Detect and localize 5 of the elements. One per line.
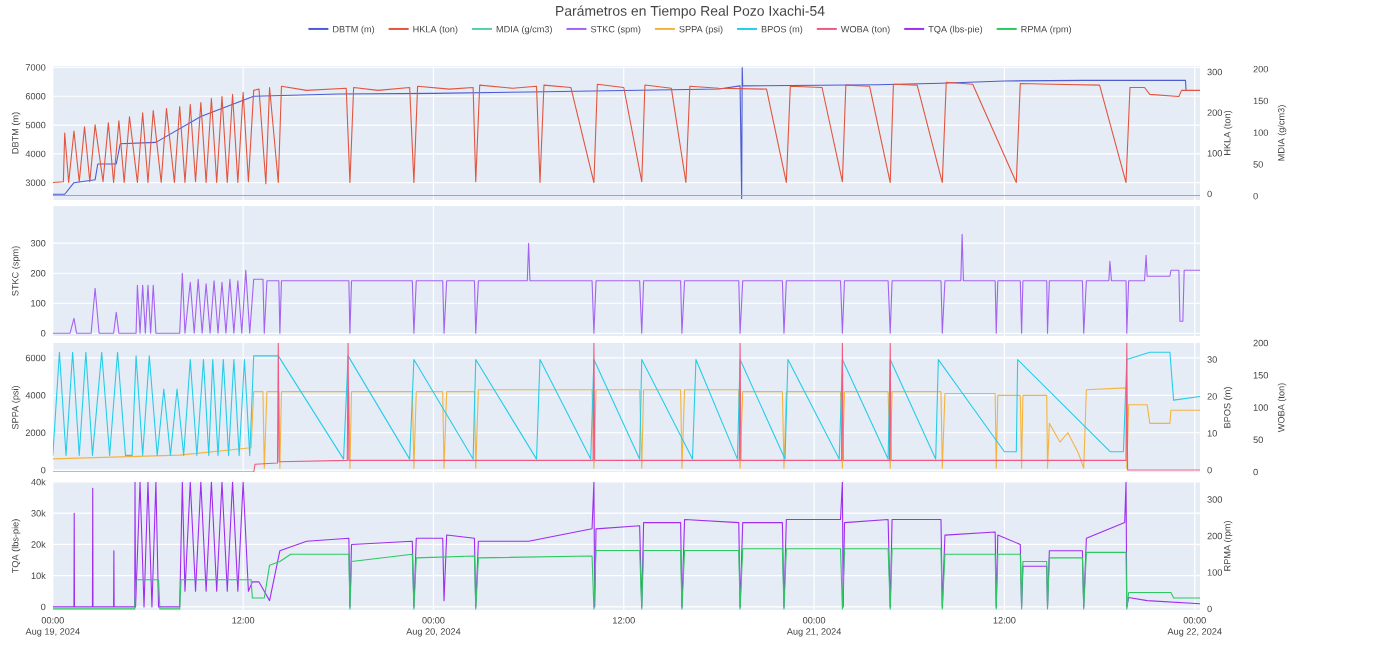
line-series <box>52 548 1201 610</box>
line-series <box>52 351 1201 460</box>
line-series <box>52 387 1201 469</box>
line-series <box>52 81 1201 185</box>
line-series <box>52 342 1201 472</box>
